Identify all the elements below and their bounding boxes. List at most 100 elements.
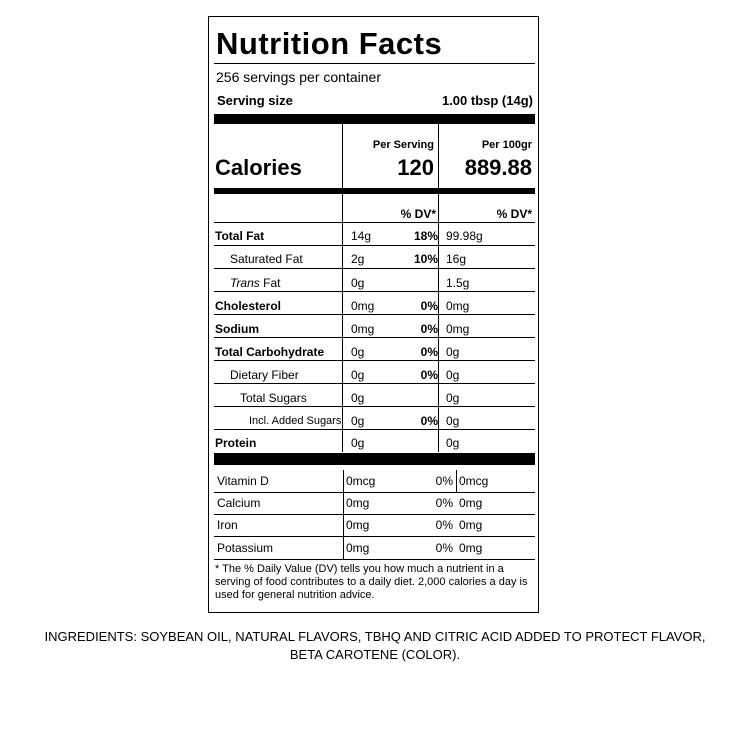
nutrient-name: Saturated Fat [230, 252, 303, 266]
nutrient-dv: 0% [420, 414, 438, 428]
nutrient-name: Cholesterol [215, 299, 282, 313]
vitamin-amount-100: 0mg [459, 518, 483, 532]
vitamin-row-potassium: Potassium 0mg 0% 0mg [209, 541, 540, 555]
divider [214, 63, 535, 64]
ingredients-text: INGREDIENTS: SOYBEAN OIL, NATURAL FLAVOR… [44, 629, 706, 662]
per-100-header: Per 100gr [481, 139, 532, 151]
nutrient-row-saturated-fat: Saturated Fat 2g 10% 16g [209, 252, 540, 266]
nutrient-row-cholesterol: Cholesterol 0mg 0% 0mg [209, 299, 540, 313]
vitamin-column-divider [456, 470, 457, 493]
vitamin-amount-100: 0mg [459, 496, 483, 510]
divider [214, 314, 535, 315]
nutrition-facts-label: Nutrition Facts 256 servings per contain… [208, 16, 539, 613]
column-divider [438, 124, 439, 452]
nutrient-amount: 0g [351, 436, 365, 450]
trans-suffix: Fat [259, 276, 281, 290]
per-serving-header: Per Serving [372, 139, 434, 151]
nutrient-row-total-sugars: Total Sugars 0g 0g [209, 391, 540, 405]
vitamin-column-divider [343, 470, 344, 560]
vitamin-amount: 0mg [346, 518, 370, 532]
nutrient-name: Dietary Fiber [230, 368, 299, 382]
nutrient-dv: 0% [420, 345, 438, 359]
nutrient-amount-100: 0g [446, 368, 460, 382]
nutrient-row-total-carbohydrate: Total Carbohydrate 0g 0% 0g [209, 345, 540, 359]
divider [214, 492, 535, 493]
trans-prefix: Trans [230, 276, 260, 290]
vitamin-row-calcium: Calcium 0mg 0% 0mg [209, 496, 540, 510]
divider [214, 429, 535, 430]
nutrient-amount-100: 0g [446, 436, 460, 450]
column-divider [342, 124, 343, 452]
vitamin-dv: 0% [435, 474, 453, 488]
nutrient-dv: 0% [420, 299, 438, 313]
nutrient-amount-100: 99.98g [446, 229, 483, 243]
nutrient-row-protein: Protein 0g 0g [209, 436, 540, 450]
calories-label: Calories [215, 155, 302, 180]
nutrient-name: Total Fat [215, 229, 265, 243]
vitamin-name: Vitamin D [217, 474, 269, 488]
vitamin-amount: 0mcg [346, 474, 376, 488]
nutrient-dv: 10% [413, 252, 438, 266]
footnote: * The % Daily Value (DV) tells you how m… [215, 563, 528, 601]
nutrient-amount-100: 0g [446, 345, 460, 359]
nutrient-amount: 0g [351, 276, 365, 290]
thick-divider [214, 114, 535, 124]
vitamin-row-iron: Iron 0mg 0% 0mg [209, 518, 540, 532]
serving-size-value: 1.00 tbsp (14g) [441, 93, 533, 108]
divider [214, 559, 535, 560]
nutrient-amount: 0mg [351, 299, 375, 313]
nutrient-name: Sodium [215, 322, 259, 336]
nutrient-name: Protein [215, 436, 257, 450]
nutrient-amount: 0mg [351, 322, 375, 336]
divider [214, 360, 535, 361]
nutrient-dv: 0% [420, 322, 438, 336]
vitamin-name: Calcium [217, 496, 261, 510]
nutrient-dv: 18% [413, 229, 438, 243]
vitamin-dv: 0% [435, 496, 453, 510]
nutrient-amount-100: 0g [446, 414, 460, 428]
nutrient-amount: 0g [351, 345, 365, 359]
thick-divider [214, 453, 535, 465]
dv-header-100: % DV* [496, 207, 532, 221]
divider [214, 291, 535, 292]
divider [214, 514, 535, 515]
nutrient-amount: 14g [351, 229, 372, 243]
nutrient-amount-100: 0g [446, 391, 460, 405]
nutrient-row-dietary-fiber: Dietary Fiber 0g 0% 0g [209, 368, 540, 382]
nutrient-amount: 0g [351, 391, 365, 405]
nutrient-amount-100: 16g [446, 252, 467, 266]
divider [214, 222, 535, 223]
divider [214, 268, 535, 269]
nutrient-name: Total Sugars [240, 391, 307, 405]
divider [214, 337, 535, 338]
dv-header-serving: % DV* [400, 207, 436, 221]
calories-per-serving: 120 [397, 155, 434, 180]
nutrient-name: Total Carbohydrate [215, 345, 325, 359]
divider [214, 383, 535, 384]
nutrient-amount: 0g [351, 368, 365, 382]
nutrient-name: Incl. Added Sugars [249, 415, 342, 427]
vitamin-name: Potassium [217, 541, 274, 555]
nutrient-name: Trans Fat [230, 276, 280, 290]
calories-per-100: 889.88 [464, 155, 532, 180]
vitamin-amount-100: 0mg [459, 541, 483, 555]
nutrient-dv: 0% [420, 368, 438, 382]
serving-size-label: Serving size [217, 93, 293, 108]
nutrient-amount-100: 1.5g [446, 276, 470, 290]
divider [214, 536, 535, 537]
vitamin-dv: 0% [435, 541, 453, 555]
vitamin-amount: 0mg [346, 541, 370, 555]
nutrient-amount: 2g [351, 252, 365, 266]
nutrient-row-total-fat: Total Fat 14g 18% 99.98g [209, 229, 540, 243]
nutrient-amount-100: 0mg [446, 322, 470, 336]
nutrient-row-sodium: Sodium 0mg 0% 0mg [209, 322, 540, 336]
nutrient-row-trans-fat: Trans Fat 0g 1.5g [209, 276, 540, 290]
servings-per-container: 256 servings per container [216, 69, 381, 85]
divider [214, 245, 535, 246]
nutrient-amount-100: 0mg [446, 299, 470, 313]
vitamin-amount: 0mg [346, 496, 370, 510]
thick-divider [214, 188, 535, 194]
vitamin-name: Iron [217, 518, 238, 532]
divider [214, 406, 535, 407]
nutrient-row-added-sugars: Incl. Added Sugars 0g 0% 0g [209, 414, 540, 428]
